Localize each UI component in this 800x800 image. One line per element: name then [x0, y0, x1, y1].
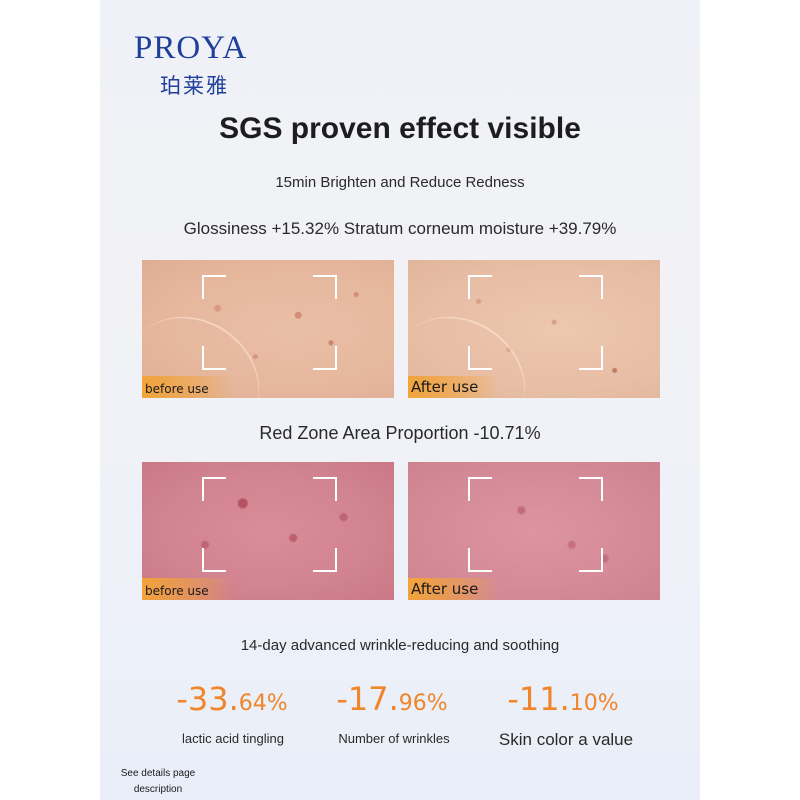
stat-label-skin-color: Skin color a value	[498, 730, 634, 749]
after-photo-1: After use	[408, 260, 660, 398]
before-photo-2: before use	[142, 462, 394, 600]
stat-main: -11.	[507, 680, 570, 718]
focus-corner	[202, 275, 226, 299]
footnote: See details page description	[120, 768, 196, 795]
stat-value-wrinkles: -17.96%	[312, 680, 472, 718]
focus-corner	[313, 548, 337, 572]
subtitle-glossiness: Glossiness +15.32% Stratum corneum moist…	[183, 219, 617, 238]
focus-corner	[202, 548, 226, 572]
label-tag	[408, 578, 500, 600]
focus-corner	[313, 346, 337, 370]
stat-label-wrinkles: Number of wrinkles	[338, 731, 450, 746]
stat-decimal: 64%	[238, 691, 288, 716]
focus-corner	[579, 477, 603, 501]
after-photo-2: After use	[408, 462, 660, 600]
subtitle-wrinkle: 14-day advanced wrinkle-reducing and soo…	[240, 637, 560, 654]
stat-label-tingling: lactic acid tingling	[182, 731, 284, 746]
subtitle-brighten: 15min Brighten and Reduce Redness	[275, 174, 525, 191]
page-title: SGS proven effect visible	[219, 112, 581, 145]
focus-corner	[468, 477, 492, 501]
stat-main: -17.	[336, 680, 399, 718]
label-tag	[142, 578, 234, 600]
after-label: After use	[411, 378, 479, 396]
stat-decimal: 10%	[569, 691, 619, 716]
stat-value-tingling: -33.64%	[152, 680, 312, 718]
focus-corner	[468, 346, 492, 370]
brand-logo-chinese: 珀莱雅	[160, 74, 229, 98]
focus-corner	[468, 548, 492, 572]
label-tag	[408, 376, 500, 398]
product-info-panel	[100, 0, 700, 800]
focus-corner	[579, 275, 603, 299]
subtitle-red-zone: Red Zone Area Proportion -10.71%	[259, 423, 541, 443]
after-label: After use	[411, 580, 479, 598]
stat-value-skin-color: -11.10%	[483, 680, 643, 718]
label-tag	[142, 376, 234, 398]
before-label: before use	[145, 584, 209, 598]
before-label: before use	[145, 382, 209, 396]
focus-corner	[202, 346, 226, 370]
focus-corner	[468, 275, 492, 299]
focus-corner	[579, 548, 603, 572]
stat-decimal: 96%	[398, 691, 448, 716]
focus-corner	[313, 477, 337, 501]
stat-main: -33.	[176, 680, 239, 718]
focus-corner	[579, 346, 603, 370]
focus-corner	[202, 477, 226, 501]
focus-corner	[313, 275, 337, 299]
brand-logo: PROYA	[134, 30, 248, 66]
before-photo-1: before use	[142, 260, 394, 398]
